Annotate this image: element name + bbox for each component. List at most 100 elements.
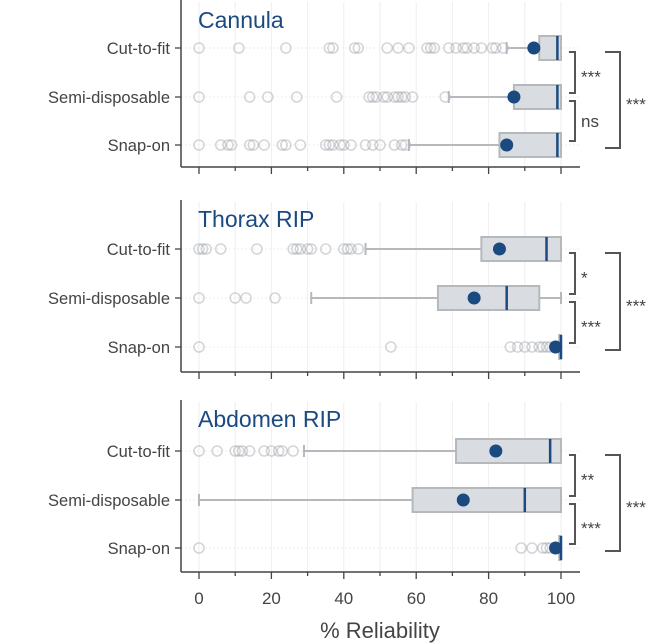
significance-label: *** [581,519,601,538]
mean-point [492,242,506,256]
mean-point [467,291,481,305]
significance-bracket [605,51,621,149]
outlier-point [280,42,292,54]
iqr-box [512,84,563,110]
category-label: Snap-on [108,339,170,357]
outlier-point [526,341,538,353]
outlier-point [193,542,205,554]
outlier-point [214,243,227,255]
outlier-point [392,91,404,103]
outlier-point [388,139,401,151]
category-label: Cut-to-fit [107,241,171,259]
outlier-point [377,91,390,103]
x-axis-label: % Reliability [320,618,440,643]
outlier-point [193,91,205,103]
outlier-point [290,91,303,103]
outlier-point [381,91,394,103]
outlier-point [366,139,379,151]
outlier-point [406,91,419,103]
category-label: Semi-disposable [48,290,170,308]
outlier-point [323,42,336,54]
outlier-point [381,42,394,54]
mean-point [549,340,563,354]
significance-label: *** [581,68,601,87]
outlier-point [193,139,205,151]
outlier-point [526,542,538,554]
outlier-point [261,91,274,103]
outlier-point [366,91,379,103]
outlier-point [403,42,415,54]
outlier-point [229,445,241,457]
category-label: Snap-on [108,540,170,558]
outlier-point [305,243,318,255]
outlier-point [290,243,303,255]
outlier-point [287,445,299,457]
significance-bracket [569,252,576,295]
outlier-point [225,139,238,151]
panel-title: Cannula [198,7,284,33]
significance-bracket [569,301,576,344]
x-tick-label: 40 [334,589,353,608]
significance-bracket [569,454,576,497]
outlier-point [330,91,343,103]
outlier-point [345,139,357,151]
significance-bracket [569,503,576,545]
outlier-point [319,243,332,255]
x-tick-label: 60 [407,589,426,608]
mean-point [549,541,563,555]
outlier-point [511,341,524,353]
outlier-point [421,42,433,54]
outlier-point [236,445,249,457]
outlier-point [337,243,350,255]
significance-bracket [569,100,576,142]
outlier-point [240,292,252,304]
outlier-point [243,91,256,103]
x-tick-label: 100 [547,589,575,608]
x-tick-label: 20 [262,589,281,608]
panel-title: Abdomen RIP [198,406,341,432]
outlier-point [193,341,205,353]
outlier-point [395,139,408,151]
outlier-point [348,42,361,54]
outlier-point [442,42,455,54]
outlier-point [211,445,223,457]
outlier-point [337,139,350,151]
outlier-point [515,542,527,554]
outlier-point [370,91,383,103]
category-label: Cut-to-fit [107,443,171,461]
outlier-point [341,243,354,255]
mean-point [507,90,521,104]
outlier-point [461,42,473,54]
outlier-point [251,243,263,255]
outlier-point [468,42,480,54]
significance-label: *** [626,297,646,316]
significance-bracket [605,454,621,552]
outlier-point [258,445,270,457]
outlier-point [399,91,412,103]
outlier-point [280,139,292,151]
outlier-point [374,139,386,151]
outlier-point [319,139,332,151]
category-label: Snap-on [108,137,170,155]
mean-point [500,138,514,152]
outlier-point [395,91,408,103]
outlier-point [533,341,546,353]
outlier-point [457,42,470,54]
outlier-point [287,243,299,255]
outlier-point [193,42,205,54]
outlier-point [490,42,502,54]
outlier-point [359,139,372,151]
outlier-point [265,445,278,457]
outlier-point [537,341,549,353]
outlier-point [196,243,209,255]
outlier-point [518,341,531,353]
outlier-point [327,139,339,151]
x-tick-label: 80 [479,589,498,608]
outlier-point [334,139,346,151]
outlier-point [214,139,227,151]
x-tick-label: 0 [194,589,203,608]
outlier-point [247,139,260,151]
outlier-point [276,445,289,457]
outlier-point [388,91,401,103]
